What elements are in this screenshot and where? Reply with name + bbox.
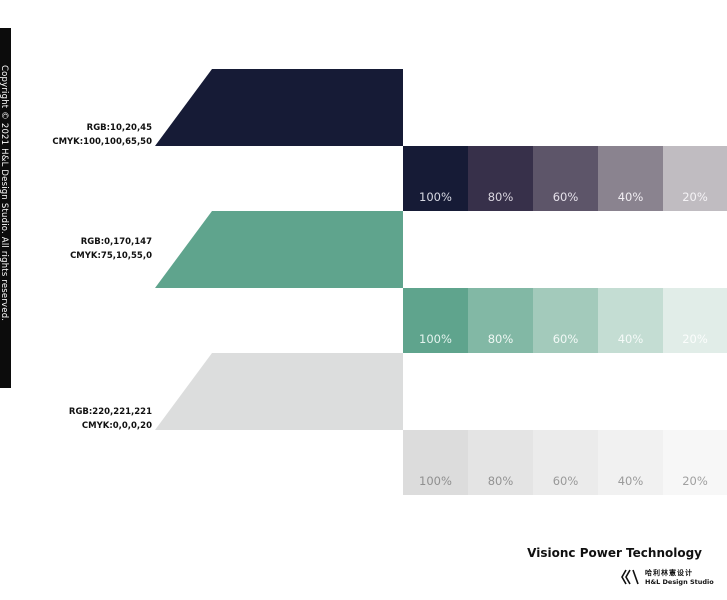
copyright-text: Copyright © 2021 H&L Design Studio. All … — [0, 65, 9, 322]
tint-navy-100: 100% — [403, 146, 468, 211]
tint-navy-80: 80% — [468, 146, 533, 211]
tint-green-60: 60% — [533, 288, 598, 353]
tint-green-100: 100% — [403, 288, 468, 353]
primary-swatch-navy — [155, 69, 403, 146]
tint-gray-80: 80% — [468, 430, 533, 495]
brand-english-name: H&L Design Studio — [645, 578, 714, 586]
tint-row-gray: 100% 80% 60% 40% 20% — [403, 430, 727, 495]
tint-gray-20: 20% — [663, 430, 727, 495]
brand-title: Visionc Power Technology — [527, 546, 702, 560]
color-label-navy: RGB:10,20,45 CMYK:100,100,65,50 — [0, 121, 152, 149]
hl-logo-icon — [621, 569, 639, 585]
rgb-value-gray: RGB:220,221,221 — [68, 407, 152, 417]
cmyk-value-navy: CMYK:100,100,65,50 — [52, 137, 152, 147]
primary-swatch-gray — [155, 353, 403, 430]
tint-gray-40: 40% — [598, 430, 663, 495]
swatch-green-shape — [155, 211, 403, 288]
cmyk-value-gray: CMYK:0,0,0,20 — [81, 421, 152, 431]
tint-navy-60: 60% — [533, 146, 598, 211]
tint-gray-100: 100% — [403, 430, 468, 495]
swatch-gray-shape — [155, 353, 403, 430]
cmyk-value-green: CMYK:75,10,55,0 — [70, 251, 152, 261]
brand-chinese-name: 哈利林憲设计 — [645, 569, 693, 577]
color-label-gray: RGB:220,221,221 CMYK:0,0,0,20 — [0, 405, 152, 433]
tint-gray-60: 60% — [533, 430, 598, 495]
copyright-strip — [0, 28, 11, 388]
rgb-value-navy: RGB:10,20,45 — [86, 123, 152, 133]
tint-row-navy: 100% 80% 60% 40% 20% — [403, 146, 727, 211]
tint-navy-20: 20% — [663, 146, 727, 211]
tint-row-green: 100% 80% 60% 40% 20% — [403, 288, 727, 353]
tint-green-80: 80% — [468, 288, 533, 353]
tint-green-20: 20% — [663, 288, 727, 353]
primary-swatch-green — [155, 211, 403, 288]
tint-green-40: 40% — [598, 288, 663, 353]
rgb-value-green: RGB:0,170,147 — [80, 237, 152, 247]
color-label-green: RGB:0,170,147 CMYK:75,10,55,0 — [0, 235, 152, 263]
tint-navy-40: 40% — [598, 146, 663, 211]
swatch-navy-shape — [155, 69, 403, 146]
